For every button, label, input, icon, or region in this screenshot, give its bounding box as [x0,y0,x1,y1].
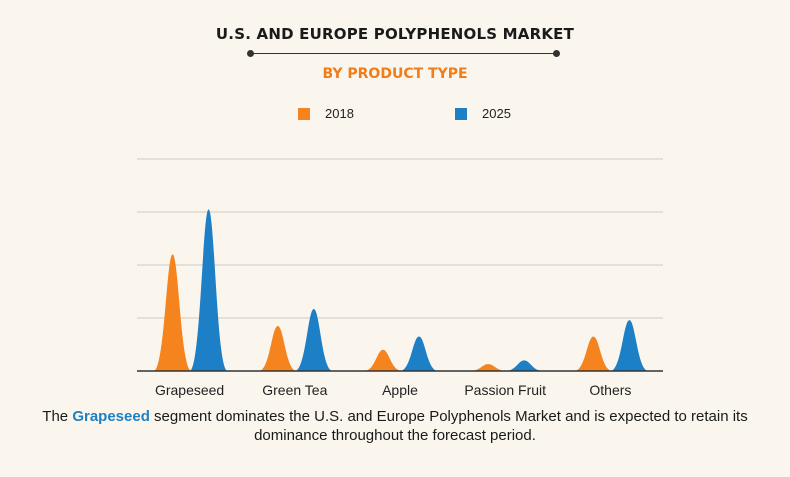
legend-label-2025: 2025 [482,106,511,121]
peak-2018-passion-fruit [469,364,508,371]
chart-subtitle: BY PRODUCT TYPE [322,66,468,82]
caption-highlight: Grapeseed [72,408,150,425]
legend-item-2025: 2025 [455,106,511,121]
caption-before: The [42,408,73,425]
peak-2018-apple [364,349,402,371]
x-tick-label: Green Tea [262,382,327,398]
x-tick-label: Apple [382,382,418,398]
legend-swatch-2025 [455,107,467,120]
chart-title: U.S. AND EUROPE POLYPHENOLS MARKET [215,25,575,43]
x-tick-label: Passion Fruit [464,382,546,398]
peak-2025-others [610,320,649,371]
peak-2025-green-tea [294,308,333,371]
legend-item-2018: 2018 [298,106,354,121]
title-rule [250,53,556,54]
peak-2018-others [574,336,613,371]
peak-2025-grapeseed [189,209,228,371]
title-rule-right-dot [553,50,560,57]
caption: The Grapeseed segment dominates the U.S.… [40,407,750,445]
peak-2018-green-tea [258,325,297,371]
peak-2018-grapeseed [153,254,192,371]
peak-2025-passion-fruit [505,360,544,371]
peak-2025-apple [400,336,438,371]
legend-swatch-2018 [298,107,310,120]
x-tick-label: Others [589,382,631,398]
x-tick-label: Grapeseed [155,382,224,398]
legend-label-2018: 2018 [325,106,354,121]
caption-after: segment dominates the U.S. and Europe Po… [149,408,748,444]
